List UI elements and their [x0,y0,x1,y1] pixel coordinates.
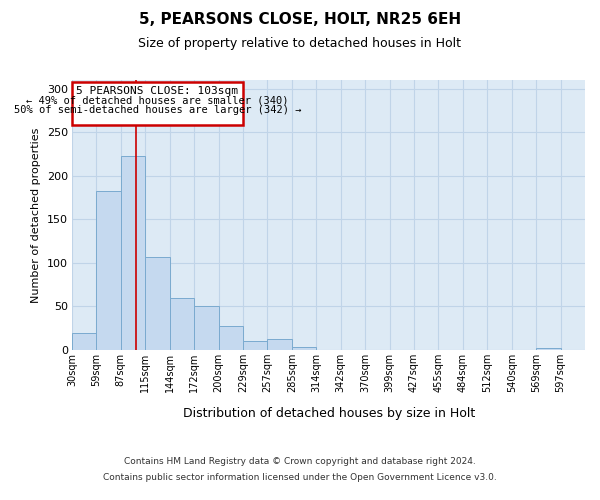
Bar [536,348,560,350]
Text: 5 PEARSONS CLOSE: 103sqm: 5 PEARSONS CLOSE: 103sqm [77,86,239,96]
Text: Size of property relative to detached houses in Holt: Size of property relative to detached ho… [139,38,461,51]
Bar [194,306,218,350]
Y-axis label: Number of detached properties: Number of detached properties [31,128,41,302]
Bar [72,332,97,350]
Text: ← 49% of detached houses are smaller (340): ← 49% of detached houses are smaller (34… [26,96,289,106]
Bar [243,342,268,350]
Text: Contains HM Land Registry data © Crown copyright and database right 2024.: Contains HM Land Registry data © Crown c… [124,458,476,466]
Text: Distribution of detached houses by size in Holt: Distribution of detached houses by size … [182,408,475,420]
Text: 5, PEARSONS CLOSE, HOLT, NR25 6EH: 5, PEARSONS CLOSE, HOLT, NR25 6EH [139,12,461,28]
Bar [170,298,194,350]
Bar [268,338,292,350]
Bar [218,326,243,350]
Text: Contains public sector information licensed under the Open Government Licence v3: Contains public sector information licen… [103,472,497,482]
Text: 50% of semi-detached houses are larger (342) →: 50% of semi-detached houses are larger (… [14,106,301,116]
FancyBboxPatch shape [72,82,243,126]
Bar [121,156,145,350]
Bar [97,190,121,350]
Bar [145,257,170,350]
Bar [292,348,316,350]
